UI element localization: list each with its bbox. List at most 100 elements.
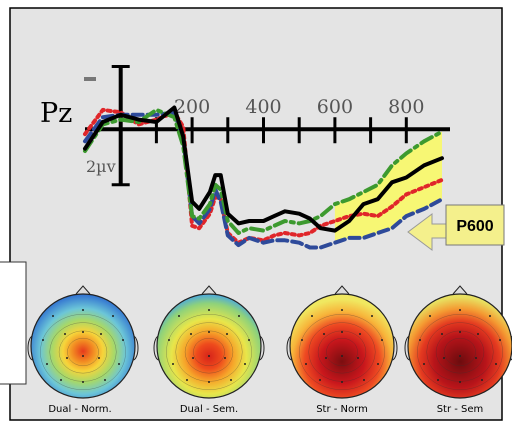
- electrode-dot: [168, 339, 170, 341]
- contour: [317, 330, 367, 374]
- scale-label: 2µv: [86, 157, 116, 176]
- electrode-dot: [341, 331, 343, 333]
- contour: [166, 314, 252, 390]
- electrode-dot: [100, 333, 102, 335]
- electrode-dot: [341, 381, 343, 383]
- electrode-dot: [118, 363, 120, 365]
- electrode-dot: [226, 333, 228, 335]
- electrode-dot: [377, 363, 379, 365]
- x-tick-label: 600: [317, 96, 353, 118]
- nose: [452, 285, 468, 295]
- electrode-dot: [477, 333, 479, 335]
- electrode-dot: [192, 357, 194, 359]
- axes: 200 400 600 800: [84, 64, 450, 187]
- electrode-dot: [230, 379, 232, 381]
- topomaps: [27, 285, 512, 399]
- contour: [193, 337, 225, 367]
- electrode-dot: [311, 315, 313, 317]
- electrode-dot: [371, 315, 373, 317]
- electrode-dot: [122, 339, 124, 341]
- electrode-dot: [459, 381, 461, 383]
- electrode-dot: [323, 333, 325, 335]
- electrode-dot: [363, 379, 365, 381]
- topomap-label-2: Dual - Sem.: [179, 404, 239, 415]
- electrode-dot: [341, 355, 343, 357]
- contour: [326, 337, 358, 367]
- electrode-dot: [481, 379, 483, 381]
- electrode-dot: [423, 363, 425, 365]
- topomap-1: [27, 285, 139, 399]
- contour: [40, 314, 126, 390]
- electrode-dot: [60, 379, 62, 381]
- electrode-dot: [208, 381, 210, 383]
- electrode-dot: [357, 357, 359, 359]
- electrode-dot: [208, 309, 210, 311]
- cropped-box: [0, 261, 27, 385]
- scalp: [30, 293, 136, 399]
- electrode-dot: [190, 333, 192, 335]
- electrode-dot: [443, 357, 445, 359]
- series-line-black: [83, 105, 444, 233]
- callout-box: [445, 204, 505, 246]
- topomap-label-4: Str - Sem: [436, 404, 484, 415]
- electrode-dot: [64, 333, 66, 335]
- electrode-dot: [429, 315, 431, 317]
- electrode-dot: [98, 357, 100, 359]
- electrode-dot: [441, 333, 443, 335]
- electrode-dot: [104, 379, 106, 381]
- electrode-dot: [495, 363, 497, 365]
- erp-waveforms: [83, 105, 444, 250]
- electrode-dot: [419, 339, 421, 341]
- electrode-dot: [305, 363, 307, 365]
- contour: [67, 337, 99, 367]
- contour: [435, 330, 485, 374]
- electrode-dot: [224, 357, 226, 359]
- electrode-dot: [459, 355, 461, 357]
- topomap-label-1: Dual - Norm.: [48, 404, 112, 415]
- x-tick-label: 200: [174, 96, 210, 118]
- electrode-dot: [82, 381, 84, 383]
- scalp: [289, 293, 395, 399]
- electrode-dot: [381, 339, 383, 341]
- electrode-dot: [244, 363, 246, 365]
- x-tick-label: 400: [245, 96, 281, 118]
- electrode-dot: [475, 357, 477, 359]
- electrode-dot: [459, 309, 461, 311]
- nose: [201, 285, 217, 295]
- electrode-dot: [499, 339, 501, 341]
- contour: [444, 337, 476, 367]
- scalp: [407, 293, 512, 399]
- electrode-dot: [178, 315, 180, 317]
- x-tick-label: 800: [388, 96, 424, 118]
- topomap-3: [286, 285, 398, 399]
- topomap-label-3: Str - Norm: [316, 404, 368, 415]
- electrode-dot: [42, 339, 44, 341]
- scalp: [156, 293, 262, 399]
- electrode-dot: [319, 379, 321, 381]
- contour: [299, 314, 385, 390]
- topomap-2: [153, 285, 265, 399]
- electrode-dot: [301, 339, 303, 341]
- electrode-dot: [359, 333, 361, 335]
- electrode-dot: [208, 355, 210, 357]
- electrode-dot: [52, 315, 54, 317]
- electrode-dot: [172, 363, 174, 365]
- electrode-dot: [325, 357, 327, 359]
- nose: [334, 285, 350, 295]
- channel-label: Pz: [40, 98, 72, 129]
- electrode-dot: [82, 309, 84, 311]
- topomap-4: [404, 285, 512, 399]
- electrode-dot: [208, 331, 210, 333]
- electrode-dot: [82, 355, 84, 357]
- electrode-dot: [248, 339, 250, 341]
- electrode-dot: [489, 315, 491, 317]
- electrode-dot: [437, 379, 439, 381]
- electrode-dot: [238, 315, 240, 317]
- electrode-dot: [46, 363, 48, 365]
- electrode-dot: [186, 379, 188, 381]
- contour: [184, 330, 234, 374]
- callout-arrow: [407, 213, 453, 251]
- contour: [417, 314, 503, 390]
